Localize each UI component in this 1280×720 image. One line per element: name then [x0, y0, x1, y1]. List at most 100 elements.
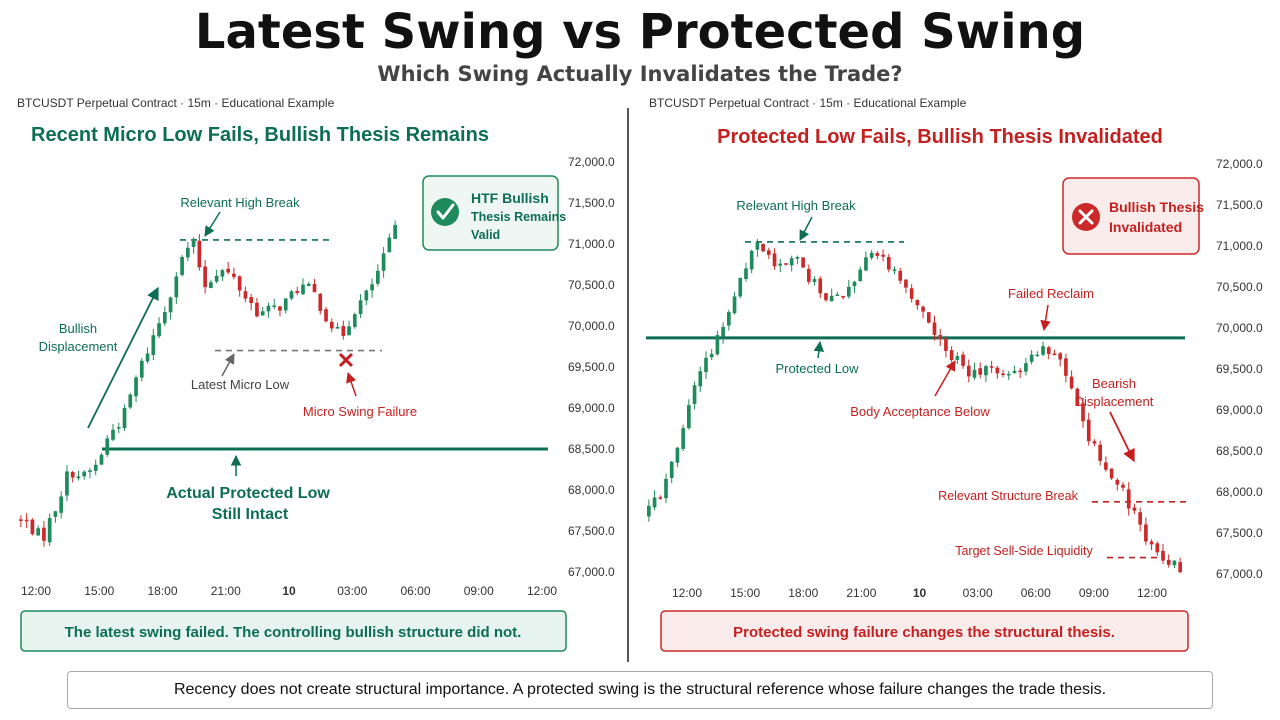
- candle-body: [209, 282, 213, 288]
- candle-body: [864, 257, 868, 271]
- y-tick-label: 68,000.0: [1216, 485, 1263, 499]
- candle-body: [272, 305, 277, 307]
- right-chart: BTCUSDT Perpetual Contract · 15m · Educa…: [646, 96, 1263, 652]
- candle-body: [93, 464, 98, 471]
- candle-body: [944, 338, 948, 351]
- page-subtitle: Which Swing Actually Invalidates the Tra…: [377, 62, 903, 86]
- x-tick-label: 15:00: [84, 584, 114, 598]
- displacement-label-2: Displacement: [39, 339, 118, 354]
- candle-body: [266, 305, 271, 312]
- candle-body: [116, 427, 121, 429]
- candle-body: [1121, 484, 1125, 488]
- candle-body: [370, 284, 374, 291]
- candle-body: [174, 276, 179, 298]
- y-tick-label: 71,500.0: [568, 196, 615, 210]
- candle-body: [232, 273, 236, 277]
- candle-body: [984, 366, 988, 376]
- thesis-invalidated-badge: Bullish Thesis Invalidated: [1062, 177, 1204, 255]
- candle-body: [961, 354, 965, 366]
- y-tick-label: 67,500.0: [568, 524, 615, 538]
- candle-body: [341, 326, 346, 336]
- caption-box: The latest swing failed. The controlling…: [20, 610, 567, 652]
- latest-micro-low-label: Latest Micro Low: [191, 377, 290, 392]
- left-chart: BTCUSDT Perpetual Contract · 15m · Educa…: [17, 96, 615, 652]
- candle-body: [812, 279, 817, 282]
- candle-body: [1046, 347, 1051, 354]
- candle-body: [749, 250, 754, 270]
- y-tick-label: 70,500.0: [1216, 280, 1263, 294]
- candle-body: [715, 335, 720, 355]
- footer-box: Recency does not create structural impor…: [67, 671, 1213, 709]
- candle-body: [1029, 354, 1034, 362]
- candle-body: [214, 275, 219, 282]
- candle-body: [42, 527, 46, 541]
- candle-body: [892, 269, 897, 271]
- badge-line-2: Thesis Remains: [471, 210, 566, 224]
- bearish-arrow: [1109, 411, 1135, 463]
- candle-body: [335, 327, 340, 329]
- candle-body: [704, 357, 708, 373]
- candle-body: [145, 353, 150, 362]
- candle-body: [376, 270, 380, 284]
- x-tick-label: 03:00: [963, 586, 993, 600]
- candle-body: [30, 519, 35, 535]
- candle-body: [65, 471, 69, 496]
- candle-body: [881, 254, 885, 257]
- candle-body: [381, 253, 386, 271]
- candle-body: [852, 281, 857, 287]
- candle-body: [364, 290, 369, 301]
- y-tick-label: 70,000.0: [568, 319, 615, 333]
- candle-body: [886, 257, 891, 270]
- candle-body: [761, 244, 765, 252]
- candle-body: [1012, 370, 1017, 373]
- source-label: BTCUSDT Perpetual Contract · 15m · Educa…: [649, 96, 967, 110]
- candle-body: [738, 277, 743, 297]
- candle-body: [766, 250, 771, 255]
- candle-body: [869, 252, 874, 258]
- x-tick-label: 09:00: [1079, 586, 1109, 600]
- candle-body: [652, 497, 657, 508]
- failed-reclaim-arrow: [1040, 304, 1051, 332]
- candle-body: [1006, 373, 1011, 376]
- y-tick-label: 72,000.0: [1216, 157, 1263, 171]
- candle-body: [329, 321, 334, 329]
- relevant-high-arrow: [204, 211, 221, 237]
- candle-body: [197, 240, 202, 268]
- candle-body: [784, 263, 788, 265]
- candle-body: [744, 268, 748, 279]
- displacement-arrow: [87, 286, 159, 429]
- levels: [102, 239, 548, 451]
- candle-body: [1092, 441, 1097, 444]
- candle-body: [692, 385, 697, 404]
- candle-body: [647, 505, 651, 517]
- bearish-label-1: Bearish: [1092, 376, 1136, 391]
- x-tick-label: 12:00: [1137, 586, 1167, 600]
- y-tick-label: 67,000.0: [568, 565, 615, 579]
- candle-body: [352, 314, 357, 327]
- candle-body: [1132, 507, 1137, 511]
- candle-body: [393, 224, 397, 239]
- candle-body: [687, 405, 691, 429]
- candle-body: [128, 394, 133, 408]
- candle-body: [1166, 559, 1171, 565]
- candle-body: [134, 377, 138, 397]
- candle-body: [278, 306, 282, 311]
- candle-body: [1155, 543, 1160, 553]
- chart-title: Protected Low Fails, Bullish Thesis Inva…: [717, 126, 1163, 148]
- x-tick-label: 06:00: [400, 584, 430, 598]
- y-tick-label: 71,000.0: [1216, 239, 1263, 253]
- candle-body: [243, 291, 248, 299]
- candle-body: [168, 297, 173, 313]
- x-tick-label: 03:00: [337, 584, 367, 598]
- candle-body: [324, 309, 328, 322]
- caption-text: The latest swing failed. The controlling…: [65, 624, 522, 641]
- candle-body: [1086, 419, 1091, 442]
- candle-body: [858, 269, 863, 281]
- protected-low-label-1: Actual Protected Low: [166, 485, 330, 502]
- x-tick-label: 10: [913, 586, 927, 600]
- candle-body: [70, 471, 75, 478]
- candle-body: [1178, 562, 1182, 573]
- candle-body: [921, 306, 925, 312]
- candle-body: [875, 253, 880, 256]
- candle-body: [824, 293, 828, 301]
